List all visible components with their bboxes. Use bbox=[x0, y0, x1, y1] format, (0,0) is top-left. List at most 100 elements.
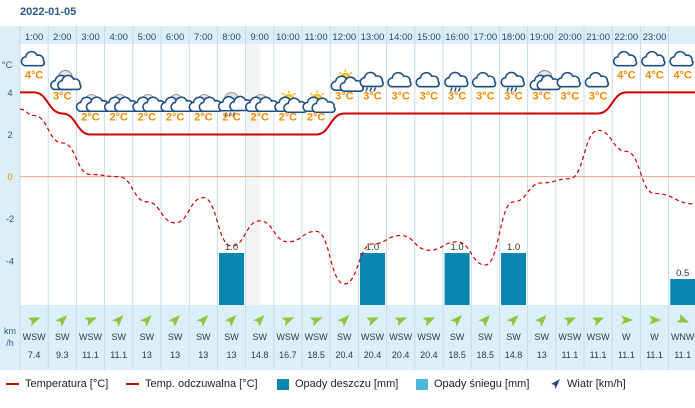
wind-arrow-icon bbox=[111, 315, 124, 327]
temperature-label: 3°C bbox=[335, 90, 354, 102]
sun-cloud-icon bbox=[330, 69, 365, 93]
y-axis-band bbox=[0, 26, 20, 370]
hour-label: 20:00 bbox=[558, 32, 582, 43]
wind-direction-label: SW bbox=[506, 332, 521, 342]
hour-label: 18:00 bbox=[502, 32, 526, 43]
hour-label: 19:00 bbox=[530, 32, 554, 43]
sun-cloud-icon bbox=[274, 90, 308, 114]
wind-arrow-icon bbox=[478, 315, 491, 327]
wind-direction-label: WSW bbox=[79, 332, 102, 342]
wind-speed-label: 11.1 bbox=[646, 350, 663, 360]
partly-cloudy-icon bbox=[188, 94, 224, 113]
temperature-label: 2°C bbox=[138, 112, 157, 124]
rain-cloud-icon bbox=[217, 92, 254, 117]
wind-direction-label: WSW bbox=[417, 332, 440, 342]
cloudy-icon bbox=[641, 50, 666, 67]
rain-value-label: 1.0 bbox=[225, 242, 238, 253]
legend-temperature: Temperatura [°C] bbox=[6, 373, 108, 395]
wind-speed-label: 20.4 bbox=[420, 350, 438, 360]
hour-label: 11:00 bbox=[305, 32, 328, 43]
wind-direction-label: SW bbox=[478, 332, 493, 342]
legend-wind: Wiatr [km/h] bbox=[549, 373, 626, 395]
temperature-label: 3°C bbox=[391, 90, 410, 102]
temperature-label: 3°C bbox=[448, 90, 467, 102]
hour-label: 3:00 bbox=[81, 32, 100, 43]
temperature-label: 3°C bbox=[53, 90, 72, 102]
wind-direction-label: W bbox=[650, 332, 659, 342]
wind-speed-label: 20.4 bbox=[364, 350, 382, 360]
hour-label: 8:00 bbox=[222, 32, 241, 43]
temperature-label: 2°C bbox=[109, 112, 128, 124]
hour-label: 1:00 bbox=[25, 32, 44, 43]
daylight-edge-shade bbox=[245, 44, 260, 305]
legend-feels-like: Temp. odczuwalna [°C] bbox=[126, 373, 258, 395]
cloudy-icon bbox=[471, 71, 497, 88]
y-tick-label: 4 bbox=[7, 88, 12, 99]
wind-direction-label: WNW bbox=[671, 332, 695, 342]
wind-direction-label: SW bbox=[196, 332, 211, 342]
wind-direction-label: WSW bbox=[23, 332, 46, 342]
wind-speed-label: 18.5 bbox=[448, 350, 466, 360]
wind-arrow-icon bbox=[281, 317, 295, 327]
y-tick-label: 2 bbox=[7, 130, 12, 141]
hour-label: 10:00 bbox=[276, 32, 300, 43]
rain-value-label: 1.0 bbox=[507, 242, 520, 253]
wind-speed-label: 9.3 bbox=[56, 350, 69, 360]
cloudy-icon bbox=[584, 71, 610, 88]
partly-cloudy-icon bbox=[103, 94, 139, 113]
legend-snow-label: Opady śniegu [mm] bbox=[434, 378, 530, 390]
night-partly-cloudy-icon bbox=[50, 69, 82, 91]
wind-speed-label: 11.1 bbox=[674, 350, 691, 360]
wind-speed-label: 11.1 bbox=[590, 350, 607, 360]
rain-bar bbox=[670, 279, 695, 305]
cloudy-icon bbox=[387, 71, 412, 88]
wind-arrow-icon bbox=[422, 317, 436, 327]
forecast-date: 2022-01-05 bbox=[20, 6, 77, 18]
night-partly-cloudy-icon bbox=[529, 69, 561, 91]
y-tick-label: -4 bbox=[6, 256, 14, 267]
wind-direction-label: SW bbox=[252, 332, 267, 342]
temperature-label: 2°C bbox=[81, 112, 100, 124]
snow-swatch bbox=[416, 378, 428, 390]
rain-bar bbox=[501, 253, 526, 305]
wind-arrow-icon bbox=[55, 315, 68, 327]
wind-arrow-icon bbox=[649, 315, 662, 325]
wind-direction-label: WSW bbox=[587, 332, 610, 342]
wind-arrow-icon bbox=[309, 317, 323, 327]
chart-legend: Temperatura [°C] Temp. odczuwalna [°C] O… bbox=[0, 373, 695, 395]
wind-arrow-icon bbox=[450, 315, 463, 327]
wind-arrow-icon bbox=[140, 315, 152, 327]
wind-speed-label: 13 bbox=[226, 350, 236, 360]
wind-direction-label: WSW bbox=[558, 332, 581, 342]
hour-label: 16:00 bbox=[445, 32, 469, 43]
wind-speed-label: 20.4 bbox=[392, 350, 410, 360]
wind-speed-label: 11.1 bbox=[82, 350, 99, 360]
temperature-label: 2°C bbox=[194, 112, 213, 124]
feels-like-swatch bbox=[126, 383, 139, 385]
wind-direction-label: WSW bbox=[361, 332, 384, 342]
wind-arrow-icon bbox=[591, 317, 605, 327]
partly-cloudy-icon bbox=[132, 94, 167, 113]
wind-direction-label: WSW bbox=[276, 332, 299, 342]
wind-speed-label: 13 bbox=[198, 350, 208, 360]
legend-wind-label: Wiatr [km/h] bbox=[567, 378, 626, 390]
wind-arrow-icon bbox=[168, 315, 181, 327]
temperature-label: 2°C bbox=[250, 112, 269, 124]
wind-direction-label: SW bbox=[168, 332, 183, 342]
hour-label: 15:00 bbox=[417, 32, 441, 43]
partly-cloudy-icon bbox=[75, 94, 111, 113]
wind-arrow-icon bbox=[337, 315, 350, 327]
feels-like-line bbox=[19, 108, 695, 285]
temperature-label: 4°C bbox=[673, 69, 692, 81]
wind-direction-label: SW bbox=[534, 332, 549, 342]
rain-bar bbox=[360, 253, 385, 305]
wind-speed-label: 7.4 bbox=[28, 350, 41, 360]
hour-label: 12:00 bbox=[332, 32, 356, 43]
wind-direction-label: WSW bbox=[305, 332, 328, 342]
hour-label: 6:00 bbox=[166, 32, 185, 43]
hour-label: 14:00 bbox=[389, 32, 413, 43]
rain-bar bbox=[219, 253, 244, 305]
wind-arrow-icon bbox=[196, 315, 209, 327]
wind-direction-label: SW bbox=[337, 332, 352, 342]
wind-arrow-icon bbox=[534, 315, 547, 327]
